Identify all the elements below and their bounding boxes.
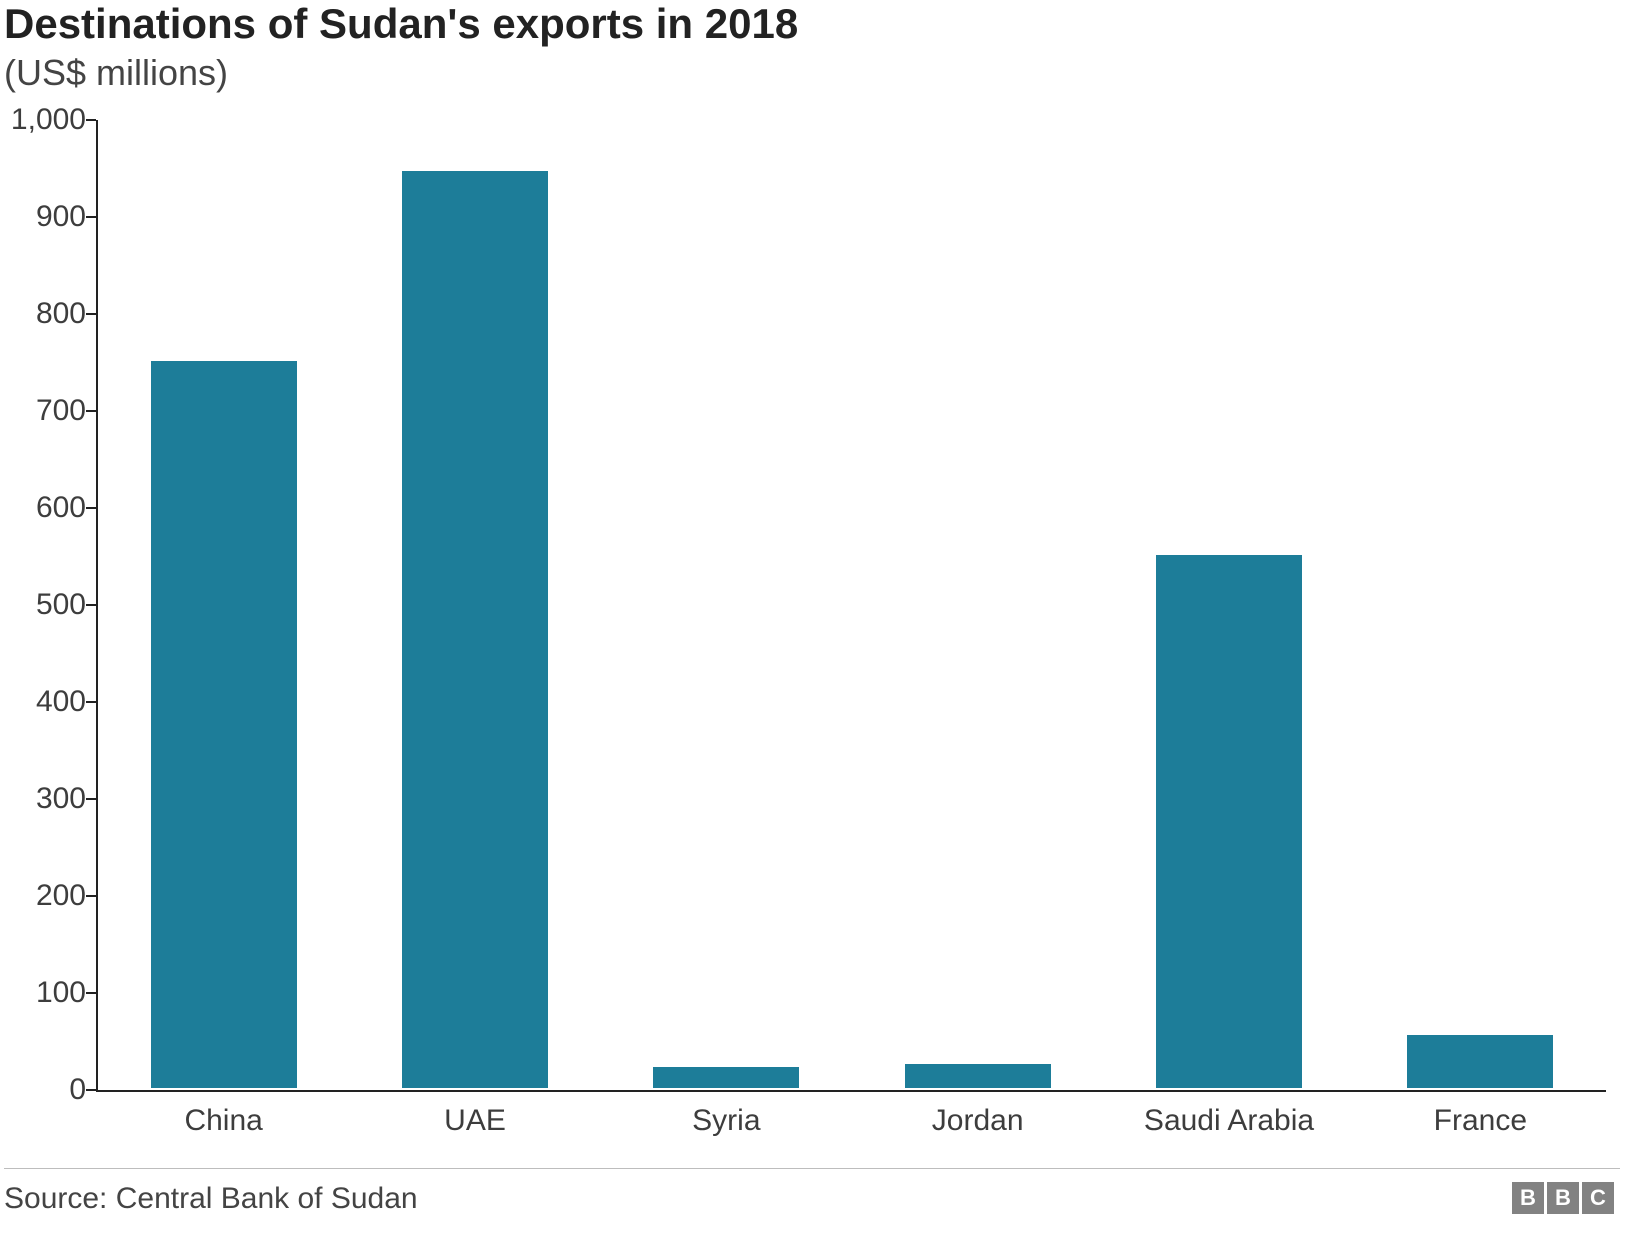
x-tick-label: France <box>1434 1104 1527 1138</box>
y-tick-label: 200 <box>6 879 86 913</box>
y-tick-mark <box>86 798 96 800</box>
chart-title: Destinations of Sudan's exports in 2018 <box>4 0 798 48</box>
y-tick-mark <box>86 701 96 703</box>
y-tick-label: 400 <box>6 685 86 719</box>
y-tick-mark <box>86 119 96 121</box>
y-tick-label: 700 <box>6 394 86 428</box>
y-tick-mark <box>86 313 96 315</box>
x-tick-label: Jordan <box>932 1104 1024 1138</box>
chart-subtitle: (US$ millions) <box>4 52 228 94</box>
bbc-logo-box: B <box>1547 1182 1579 1214</box>
y-tick-label: 300 <box>6 782 86 816</box>
y-tick-mark <box>86 216 96 218</box>
y-tick-label: 100 <box>6 976 86 1010</box>
y-tick-label: 500 <box>6 588 86 622</box>
x-tick-label: Syria <box>692 1104 760 1138</box>
y-tick-mark <box>86 604 96 606</box>
bar <box>905 1064 1051 1088</box>
bbc-logo: BBC <box>1512 1182 1614 1214</box>
bar <box>151 361 297 1089</box>
y-tick-label: 800 <box>6 297 86 331</box>
bar <box>1407 1035 1553 1088</box>
plot-area <box>96 120 1606 1092</box>
y-tick-mark <box>86 507 96 509</box>
y-tick-label: 1,000 <box>6 103 86 137</box>
footer-rule <box>4 1168 1620 1169</box>
source-text: Source: Central Bank of Sudan <box>4 1182 418 1216</box>
x-tick-label: UAE <box>444 1104 506 1138</box>
y-tick-label: 0 <box>6 1073 86 1107</box>
y-tick-label: 600 <box>6 491 86 525</box>
x-tick-label: Saudi Arabia <box>1144 1104 1314 1138</box>
bar <box>402 171 548 1088</box>
y-tick-mark <box>86 992 96 994</box>
bars-group <box>98 120 1606 1088</box>
bar <box>1156 555 1302 1089</box>
y-tick-mark <box>86 410 96 412</box>
y-tick-mark <box>86 1089 96 1091</box>
bbc-logo-box: C <box>1582 1182 1614 1214</box>
y-tick-mark <box>86 895 96 897</box>
bar <box>653 1067 799 1088</box>
chart-container: Destinations of Sudan's exports in 2018 … <box>0 0 1632 1234</box>
y-tick-label: 900 <box>6 200 86 234</box>
x-tick-label: China <box>184 1104 262 1138</box>
bbc-logo-box: B <box>1512 1182 1544 1214</box>
